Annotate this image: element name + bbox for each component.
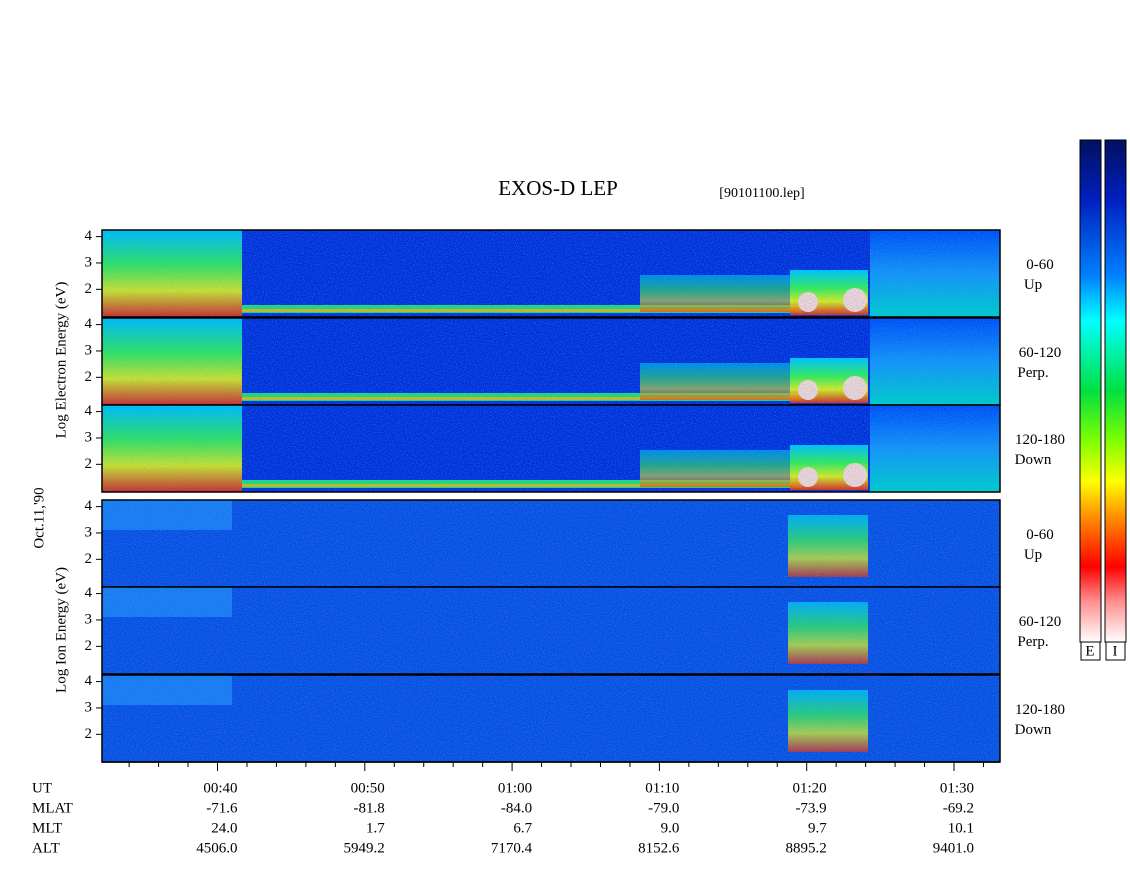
ephemeris-value: -79.0 xyxy=(648,800,679,816)
ephemeris-value: 4506.0 xyxy=(196,840,237,856)
spectrogram-noise xyxy=(102,405,1000,492)
colorbar-label-box xyxy=(1105,641,1126,661)
ephemeris-value: -81.8 xyxy=(354,800,385,816)
row-label: UT xyxy=(32,780,52,796)
y-tick-label: 2 xyxy=(85,551,93,567)
panel-direction: Perp. xyxy=(1017,634,1048,650)
ion-axis-label: Log Ion Energy (eV) xyxy=(53,567,69,693)
colorbar-label: I xyxy=(1113,643,1118,659)
y-tick-label: 4 xyxy=(85,403,93,419)
ephemeris-value: 6.7 xyxy=(513,820,532,836)
colorbar-label-box xyxy=(1080,641,1101,661)
panel-direction: Up xyxy=(1024,277,1042,293)
colorbar xyxy=(1104,139,1127,643)
panel-direction: Down xyxy=(1015,722,1052,738)
panel-frame xyxy=(101,586,1001,675)
panel-angle: 0-60 xyxy=(1026,527,1054,543)
spectrogram-noise xyxy=(102,675,1000,762)
spectrogram-noise xyxy=(102,500,1000,587)
ephemeris-value: 7170.4 xyxy=(491,840,533,856)
row-label: ALT xyxy=(32,840,60,856)
ephemeris-value: 01:10 xyxy=(645,780,679,796)
y-tick-label: 3 xyxy=(85,254,93,270)
y-tick-label: 4 xyxy=(85,498,93,514)
title: EXOS-D LEP xyxy=(498,176,618,200)
ephemeris-value: 8152.6 xyxy=(638,840,680,856)
ephemeris-value: -71.6 xyxy=(206,800,238,816)
row-label: MLAT xyxy=(32,800,73,816)
spectrograms: 2 3 4 0-60 Up 2 3 4 60-120 Perp. 2 3 4 120-180 Down 2 3 4… xyxy=(32,228,1065,856)
y-tick-label: 3 xyxy=(85,524,93,540)
spectrogram-noise xyxy=(102,230,1000,317)
file-name: [90101100.lep] xyxy=(719,186,804,201)
ephemeris-value: 9.7 xyxy=(808,820,827,836)
panel-angle: 120-180 xyxy=(1015,432,1065,448)
y-tick-label: 4 xyxy=(85,585,93,601)
row-label: MLT xyxy=(32,820,62,836)
y-tick-label: 2 xyxy=(85,638,93,654)
ephemeris-value: 10.1 xyxy=(948,820,974,836)
ephemeris-value: 5949.2 xyxy=(344,840,385,856)
ephemeris-value: 01:00 xyxy=(498,780,532,796)
ephemeris-value: 24.0 xyxy=(211,820,237,836)
y-tick-label: 2 xyxy=(85,456,93,472)
ephemeris-value: 00:50 xyxy=(351,780,385,796)
panel-angle: 60-120 xyxy=(1019,345,1062,361)
spectrogram-noise xyxy=(102,318,1000,405)
y-tick-label: 3 xyxy=(85,342,93,358)
ephemeris-value: -73.9 xyxy=(795,800,826,816)
ephemeris-value: -84.0 xyxy=(501,800,532,816)
spectrogram-noise xyxy=(102,587,1000,674)
date: Oct.11,'90 xyxy=(31,487,47,548)
y-tick-label: 3 xyxy=(85,429,93,445)
panel-frame xyxy=(101,229,1001,318)
panel-direction: Down xyxy=(1015,452,1052,468)
ephemeris-value: 9.0 xyxy=(661,820,680,836)
colorbar xyxy=(1079,139,1102,643)
colorbar-label: E xyxy=(1085,643,1094,659)
ephemeris-value: -69.2 xyxy=(943,800,974,816)
panel-angle: 60-120 xyxy=(1019,614,1062,630)
y-tick-label: 4 xyxy=(85,673,93,689)
ephemeris-value: 8895.2 xyxy=(785,840,826,856)
ephemeris-value: 01:30 xyxy=(940,780,974,796)
ephemeris-value: 1.7 xyxy=(366,820,385,836)
y-tick-label: 4 xyxy=(85,316,93,332)
y-tick-label: 2 xyxy=(85,369,93,385)
panel-direction: Up xyxy=(1024,547,1042,563)
y-tick-label: 2 xyxy=(85,726,93,742)
y-tick-label: 3 xyxy=(85,699,93,715)
ephemeris-value: 9401.0 xyxy=(933,840,974,856)
panel-angle: 120-180 xyxy=(1015,702,1065,718)
panel-direction: Perp. xyxy=(1017,365,1048,381)
electron-axis-label: Log Electron Energy (eV) xyxy=(53,282,69,439)
panel-angle: 0-60 xyxy=(1026,257,1054,273)
y-tick-label: 4 xyxy=(85,228,93,244)
panel-frame xyxy=(101,404,1001,493)
y-tick-label: 2 xyxy=(85,281,93,297)
y-tick-label: 3 xyxy=(85,611,93,627)
ephemeris-value: 01:20 xyxy=(793,780,827,796)
ephemeris-value: 00:40 xyxy=(203,780,237,796)
